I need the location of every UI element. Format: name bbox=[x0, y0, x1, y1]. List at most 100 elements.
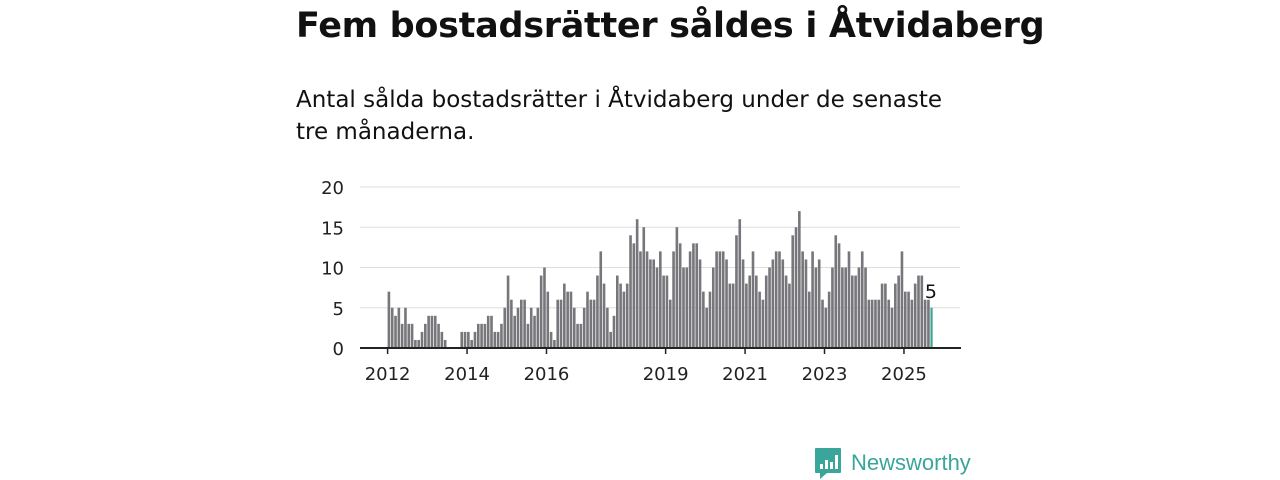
bar bbox=[549, 331, 553, 348]
bar bbox=[831, 267, 834, 348]
bar bbox=[397, 307, 401, 348]
bar bbox=[715, 251, 718, 348]
bar bbox=[834, 235, 838, 348]
y-tick-label-10: 10 bbox=[321, 259, 344, 280]
bar bbox=[586, 291, 589, 348]
bar bbox=[520, 299, 523, 348]
bar bbox=[748, 275, 751, 348]
bar bbox=[639, 251, 642, 348]
newsworthy-logo-icon bbox=[815, 448, 841, 479]
bar bbox=[533, 315, 536, 348]
bar bbox=[500, 323, 503, 348]
bar bbox=[467, 331, 470, 348]
x-tick-label-2025: 2025 bbox=[881, 364, 927, 385]
bar bbox=[635, 219, 639, 348]
bar bbox=[387, 291, 391, 348]
y-tick-label-15: 15 bbox=[321, 218, 344, 239]
bar bbox=[655, 267, 659, 348]
bar bbox=[920, 275, 924, 348]
bar bbox=[516, 307, 520, 348]
chart-subtitle: Antal sålda bostadsrätter i Åtvidaberg u… bbox=[296, 87, 942, 145]
bar bbox=[417, 339, 420, 348]
x-tick-label-2023: 2023 bbox=[802, 364, 848, 385]
bar bbox=[599, 251, 603, 348]
bar bbox=[791, 235, 795, 348]
bar bbox=[486, 315, 490, 348]
bar bbox=[625, 283, 629, 348]
bar bbox=[536, 307, 540, 348]
bar bbox=[890, 307, 894, 348]
bar bbox=[615, 275, 619, 348]
bar bbox=[801, 251, 804, 348]
bar bbox=[589, 299, 593, 348]
bar bbox=[841, 267, 844, 348]
bar bbox=[685, 267, 689, 348]
bar bbox=[463, 331, 467, 348]
x-tick-label-2016: 2016 bbox=[524, 364, 570, 385]
bar bbox=[877, 299, 881, 348]
bar bbox=[678, 243, 682, 348]
bar bbox=[711, 267, 715, 348]
bar bbox=[420, 331, 424, 348]
y-tick-label-0: 0 bbox=[333, 339, 344, 360]
bar bbox=[642, 227, 646, 348]
bar bbox=[596, 275, 599, 348]
bar bbox=[506, 275, 510, 348]
bar bbox=[665, 275, 669, 348]
bar bbox=[764, 275, 768, 348]
bar bbox=[476, 323, 480, 348]
bar bbox=[496, 331, 500, 348]
bar bbox=[602, 283, 606, 348]
bar bbox=[672, 251, 675, 348]
bar bbox=[473, 331, 477, 348]
bar bbox=[857, 267, 861, 348]
bar bbox=[410, 323, 414, 348]
x-axis-ticks bbox=[386, 348, 905, 354]
bar bbox=[659, 251, 662, 348]
bar bbox=[755, 275, 758, 348]
bar bbox=[751, 251, 755, 348]
bar bbox=[718, 251, 722, 348]
bar bbox=[490, 315, 493, 348]
bar bbox=[741, 259, 745, 348]
bar bbox=[662, 275, 665, 348]
bar bbox=[606, 307, 609, 348]
bar bbox=[569, 291, 573, 348]
bar bbox=[708, 291, 712, 348]
bar bbox=[546, 291, 550, 348]
bar bbox=[609, 331, 612, 348]
bar bbox=[761, 299, 765, 348]
bar bbox=[649, 259, 652, 348]
bar bbox=[688, 251, 692, 348]
bar bbox=[400, 323, 404, 348]
bar bbox=[437, 323, 440, 348]
bar bbox=[927, 299, 930, 348]
bar bbox=[526, 323, 530, 348]
bars bbox=[387, 211, 933, 348]
bar bbox=[629, 235, 632, 348]
bar bbox=[894, 283, 897, 348]
bar bbox=[394, 315, 397, 348]
bar bbox=[513, 315, 516, 348]
bar bbox=[433, 315, 437, 348]
bar bbox=[539, 275, 543, 348]
bar bbox=[404, 307, 407, 348]
bar bbox=[913, 283, 917, 348]
x-tick-label-2012: 2012 bbox=[365, 364, 411, 385]
bar bbox=[702, 291, 705, 348]
bar bbox=[592, 299, 596, 348]
bar bbox=[470, 339, 473, 348]
bar bbox=[553, 339, 556, 348]
bar bbox=[529, 307, 533, 348]
bar bbox=[652, 259, 656, 348]
brand: Newsworthy bbox=[814, 446, 971, 480]
bar bbox=[867, 299, 871, 348]
bar bbox=[874, 299, 877, 348]
bar bbox=[503, 307, 507, 348]
bar bbox=[903, 291, 907, 348]
bar bbox=[758, 291, 761, 348]
bar bbox=[821, 299, 824, 348]
bar bbox=[824, 307, 828, 348]
y-axis-tick-labels: 0 5 10 15 20 bbox=[321, 178, 344, 360]
